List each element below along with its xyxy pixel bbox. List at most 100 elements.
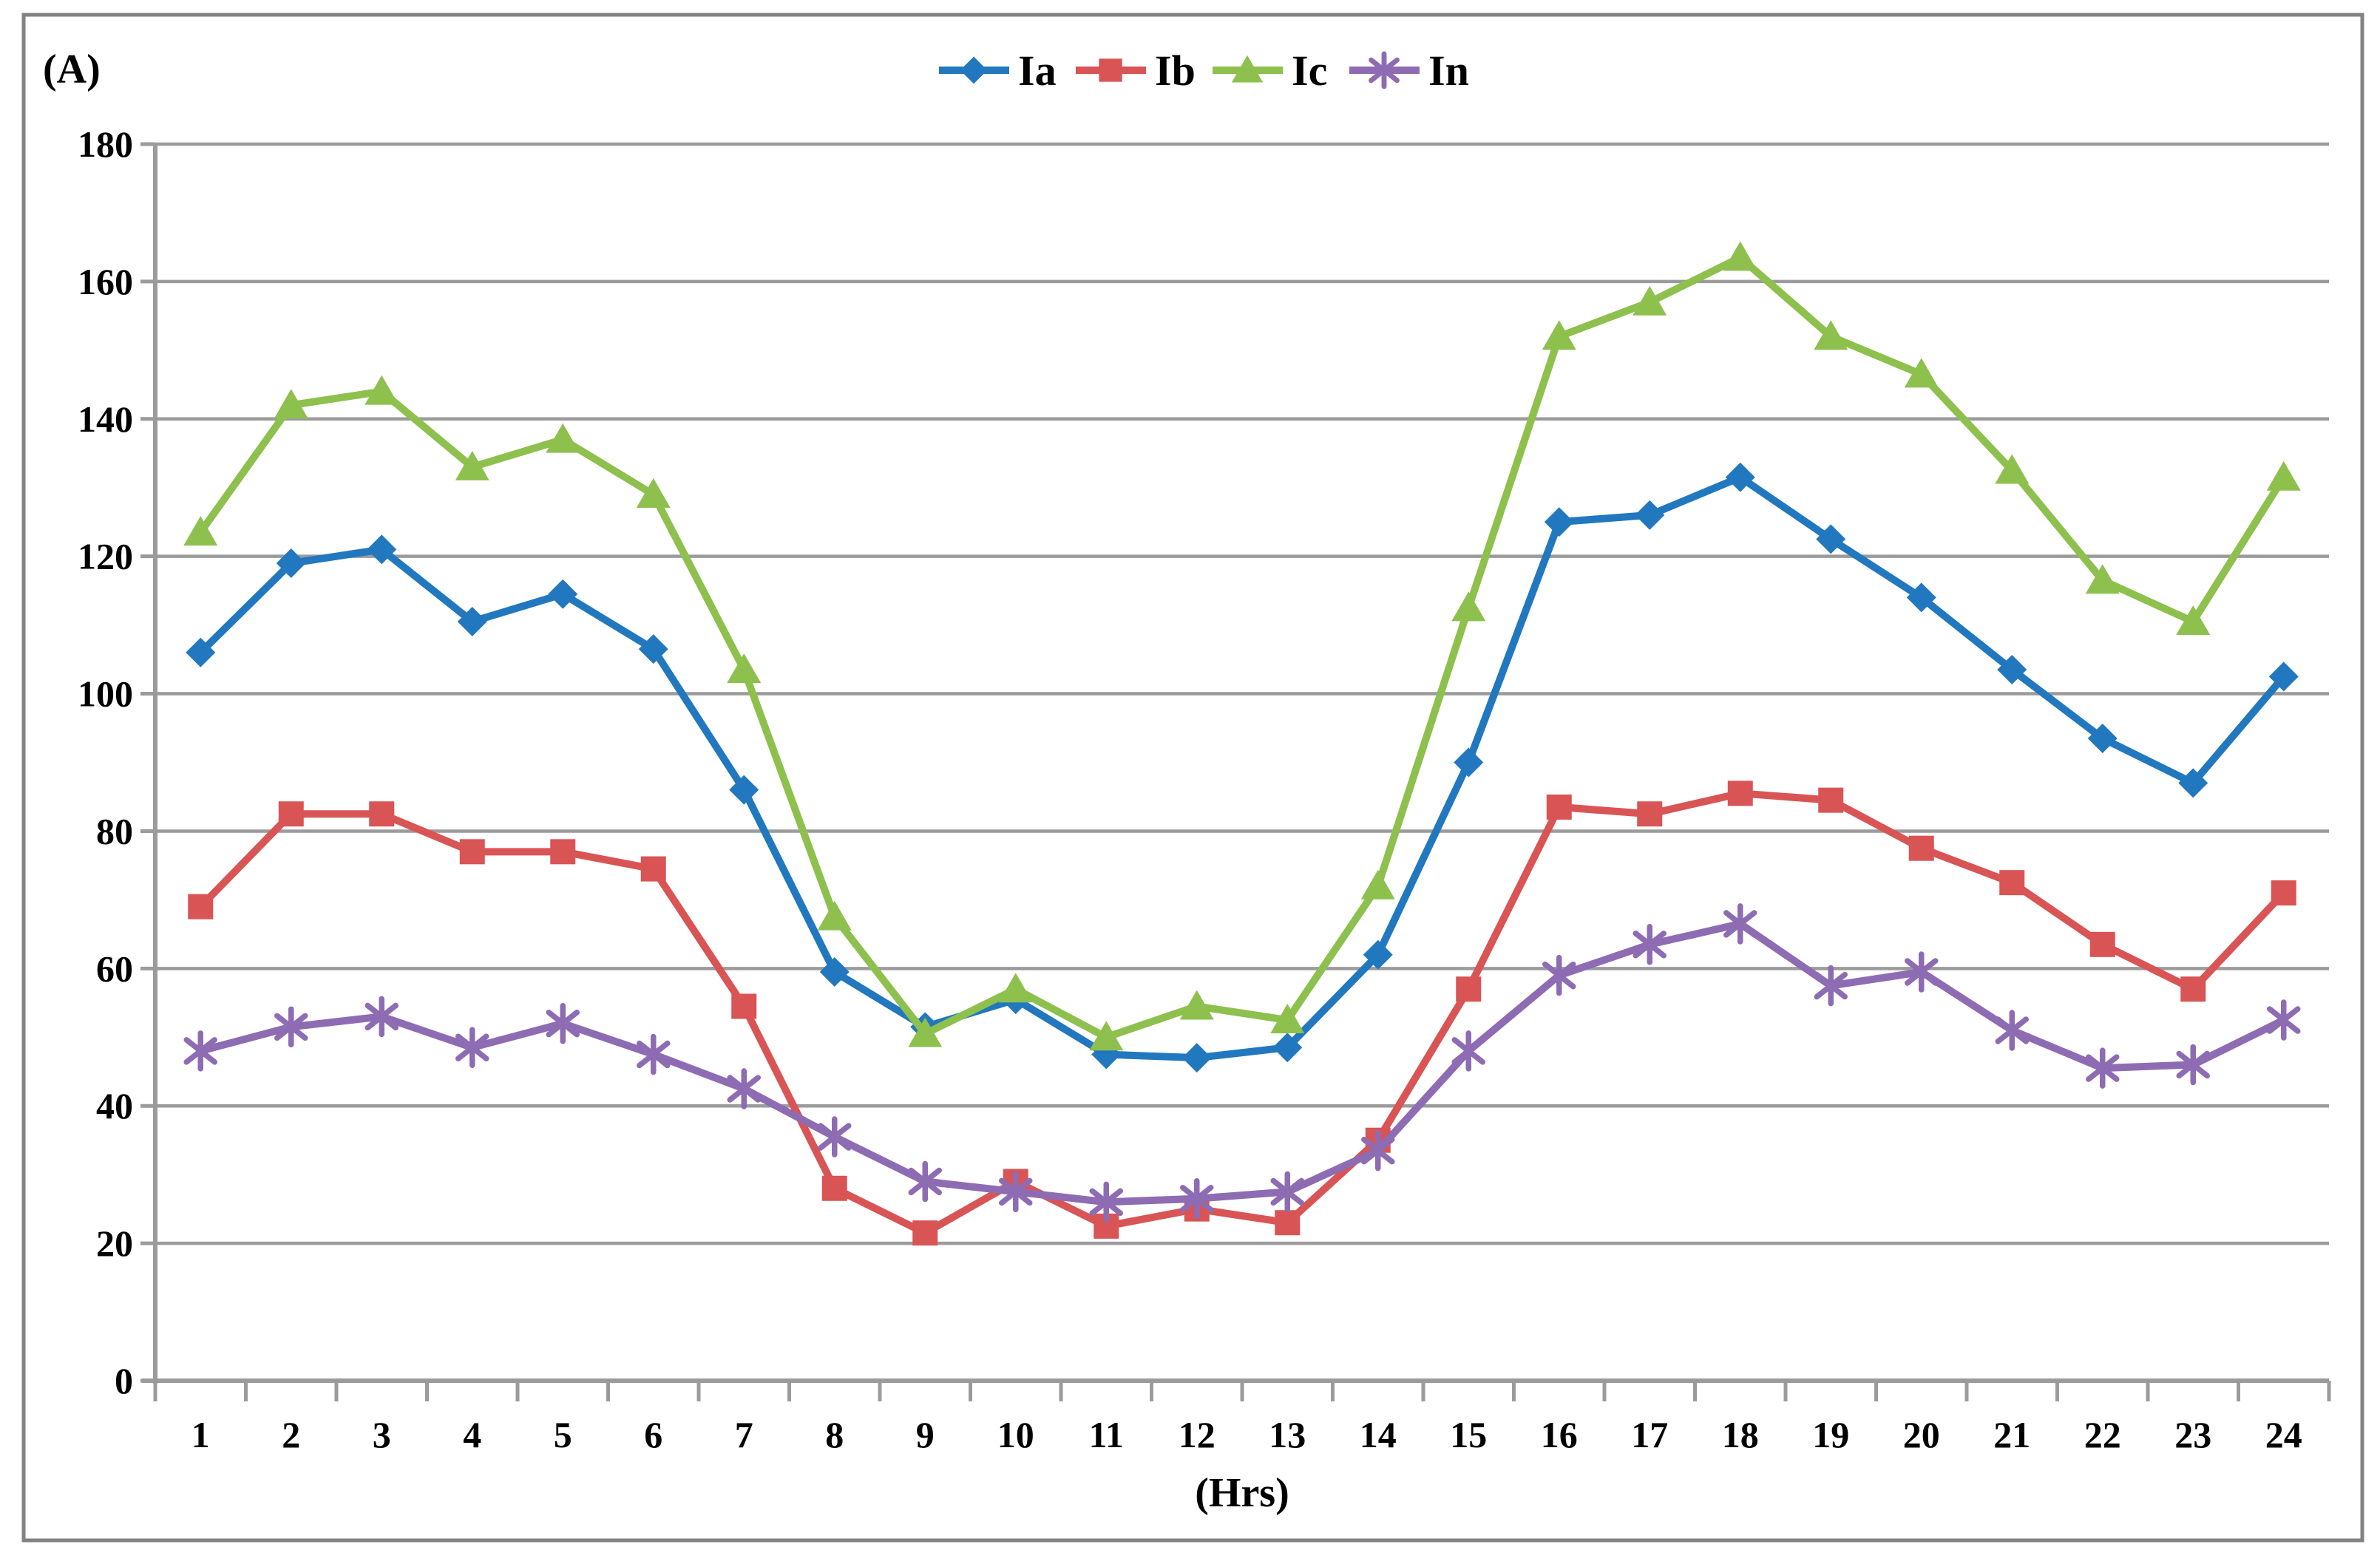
series-line-Ib [197,789,2288,1237]
diamond-marker-icon [729,775,759,805]
asterisk-marker-icon [455,1027,489,1068]
square-marker-icon [821,1175,847,1201]
square-marker-icon [188,894,214,919]
x-tick-label: 21 [1993,1414,2030,1455]
asterisk-marker-icon [908,1160,942,1203]
asterisk-marker-icon [1270,1171,1304,1213]
x-tick-label: 9 [916,1414,935,1455]
triangle-marker-icon [1231,55,1264,83]
triangle-marker-icon [1723,241,1757,271]
triangle-marker-icon [546,423,580,453]
triangle-marker-icon [1904,358,1939,388]
x-tick-label: 19 [1812,1414,1849,1455]
asterisk-marker-icon [1089,1181,1123,1223]
asterisk-marker-icon [365,996,399,1038]
x-tick-label: 6 [644,1414,662,1455]
asterisk-marker-icon [546,1002,580,1044]
legend-label-Ic: Ic [1292,47,1327,95]
triangle-marker-icon [1179,990,1214,1020]
x-tick-label: 13 [1269,1414,1306,1455]
y-tick-label: 80 [96,810,133,851]
diamond-marker-icon [276,548,306,578]
diamond-marker-icon [1635,500,1665,530]
triangle-marker-icon [817,900,852,931]
x-tick-label: 10 [997,1414,1034,1455]
legend-item-Ib: Ib [1076,47,1196,95]
gridlines [155,142,2329,1245]
square-marker-icon [2089,931,2115,957]
asterisk-marker-icon [1451,1030,1485,1072]
x-tick-label: 22 [2084,1414,2121,1455]
diamond-marker-icon [819,956,850,987]
square-marker-icon [2180,976,2206,1002]
series-line-Ic [197,254,2288,1041]
triangle-marker-icon [2085,564,2120,594]
triangle-marker-icon [1542,320,1576,350]
legend-item-Ia: Ia [939,47,1057,95]
triangle-marker-icon [274,389,308,419]
y-tick-label: 140 [78,398,133,440]
x-tick-label: 7 [735,1414,753,1455]
triangle-marker-icon [1451,591,1486,622]
x-tick-label: 12 [1179,1414,1216,1455]
triangle-marker-icon [2176,605,2211,635]
series-Ic [183,241,2301,1051]
axes [142,144,2329,1384]
diamond-marker-icon [1363,939,1393,970]
legend-item-Ic: Ic [1213,47,1327,95]
x-tick-label: 23 [2174,1414,2211,1455]
x-tick-label: 17 [1631,1414,1668,1455]
y-tick-label: 0 [115,1360,133,1401]
legend-item-In: In [1349,47,1469,95]
asterisk-marker-icon [2086,1047,2120,1089]
x-axis-title: (Hrs) [1195,1470,1289,1516]
asterisk-marker-icon [1995,1010,2029,1051]
x-tick-label: 4 [463,1414,481,1455]
x-tick-label: 18 [1722,1414,1759,1455]
diamond-marker-icon [1906,582,1936,613]
square-marker-icon [1275,1210,1301,1236]
square-marker-icon [459,839,485,865]
y-axis-ticks: 0 20 40 60 80 100 120 140 160 180 [78,123,155,1401]
x-tick-label: 1 [191,1414,210,1455]
x-tick-label: 2 [282,1414,300,1455]
series-Ib [188,781,2296,1246]
asterisk-marker-icon [727,1068,761,1109]
y-tick-label: 20 [96,1223,133,1264]
x-tick-label: 8 [825,1414,844,1455]
y-axis-unit-label: (A) [43,47,101,92]
asterisk-marker-icon [1369,51,1400,89]
x-tick-label: 16 [1541,1414,1578,1455]
diamond-marker-icon [1816,524,1846,554]
asterisk-marker-icon [637,1033,671,1075]
diamond-marker-icon [548,579,578,609]
diamond-marker-icon [1544,507,1574,537]
square-marker-icon [1908,835,1934,861]
asterisk-marker-icon [1180,1177,1214,1220]
series-line-Ia [197,473,2288,1062]
square-marker-icon [1637,801,1663,827]
y-tick-label: 40 [96,1085,133,1126]
x-tick-label: 15 [1450,1414,1487,1455]
asterisk-marker-icon [1723,903,1757,945]
triangle-marker-icon [727,653,762,684]
asterisk-marker-icon [274,1006,308,1048]
asterisk-marker-icon [2176,1044,2210,1086]
x-tick-label: 24 [2265,1414,2302,1455]
diamond-marker-icon [1181,1043,1212,1073]
series-In [183,903,2301,1223]
series-Ia [186,462,2299,1073]
square-marker-icon [1727,781,1753,806]
square-marker-icon [278,801,304,827]
triangle-marker-icon [2266,460,2301,491]
diamond-marker-icon [1454,747,1484,778]
x-axis-ticks: 1 2 3 4 5 6 7 8 9 10 11 12 13 14 15 16 17 18 19 20 21 22 23 24 [153,1381,2331,1455]
series-line-In [197,919,2288,1206]
asterisk-marker-icon [1633,924,1667,965]
x-tick-label: 11 [1089,1414,1124,1455]
triangle-marker-icon [908,1017,943,1047]
square-marker-icon [912,1220,938,1246]
x-tick-label: 20 [1903,1414,1940,1455]
